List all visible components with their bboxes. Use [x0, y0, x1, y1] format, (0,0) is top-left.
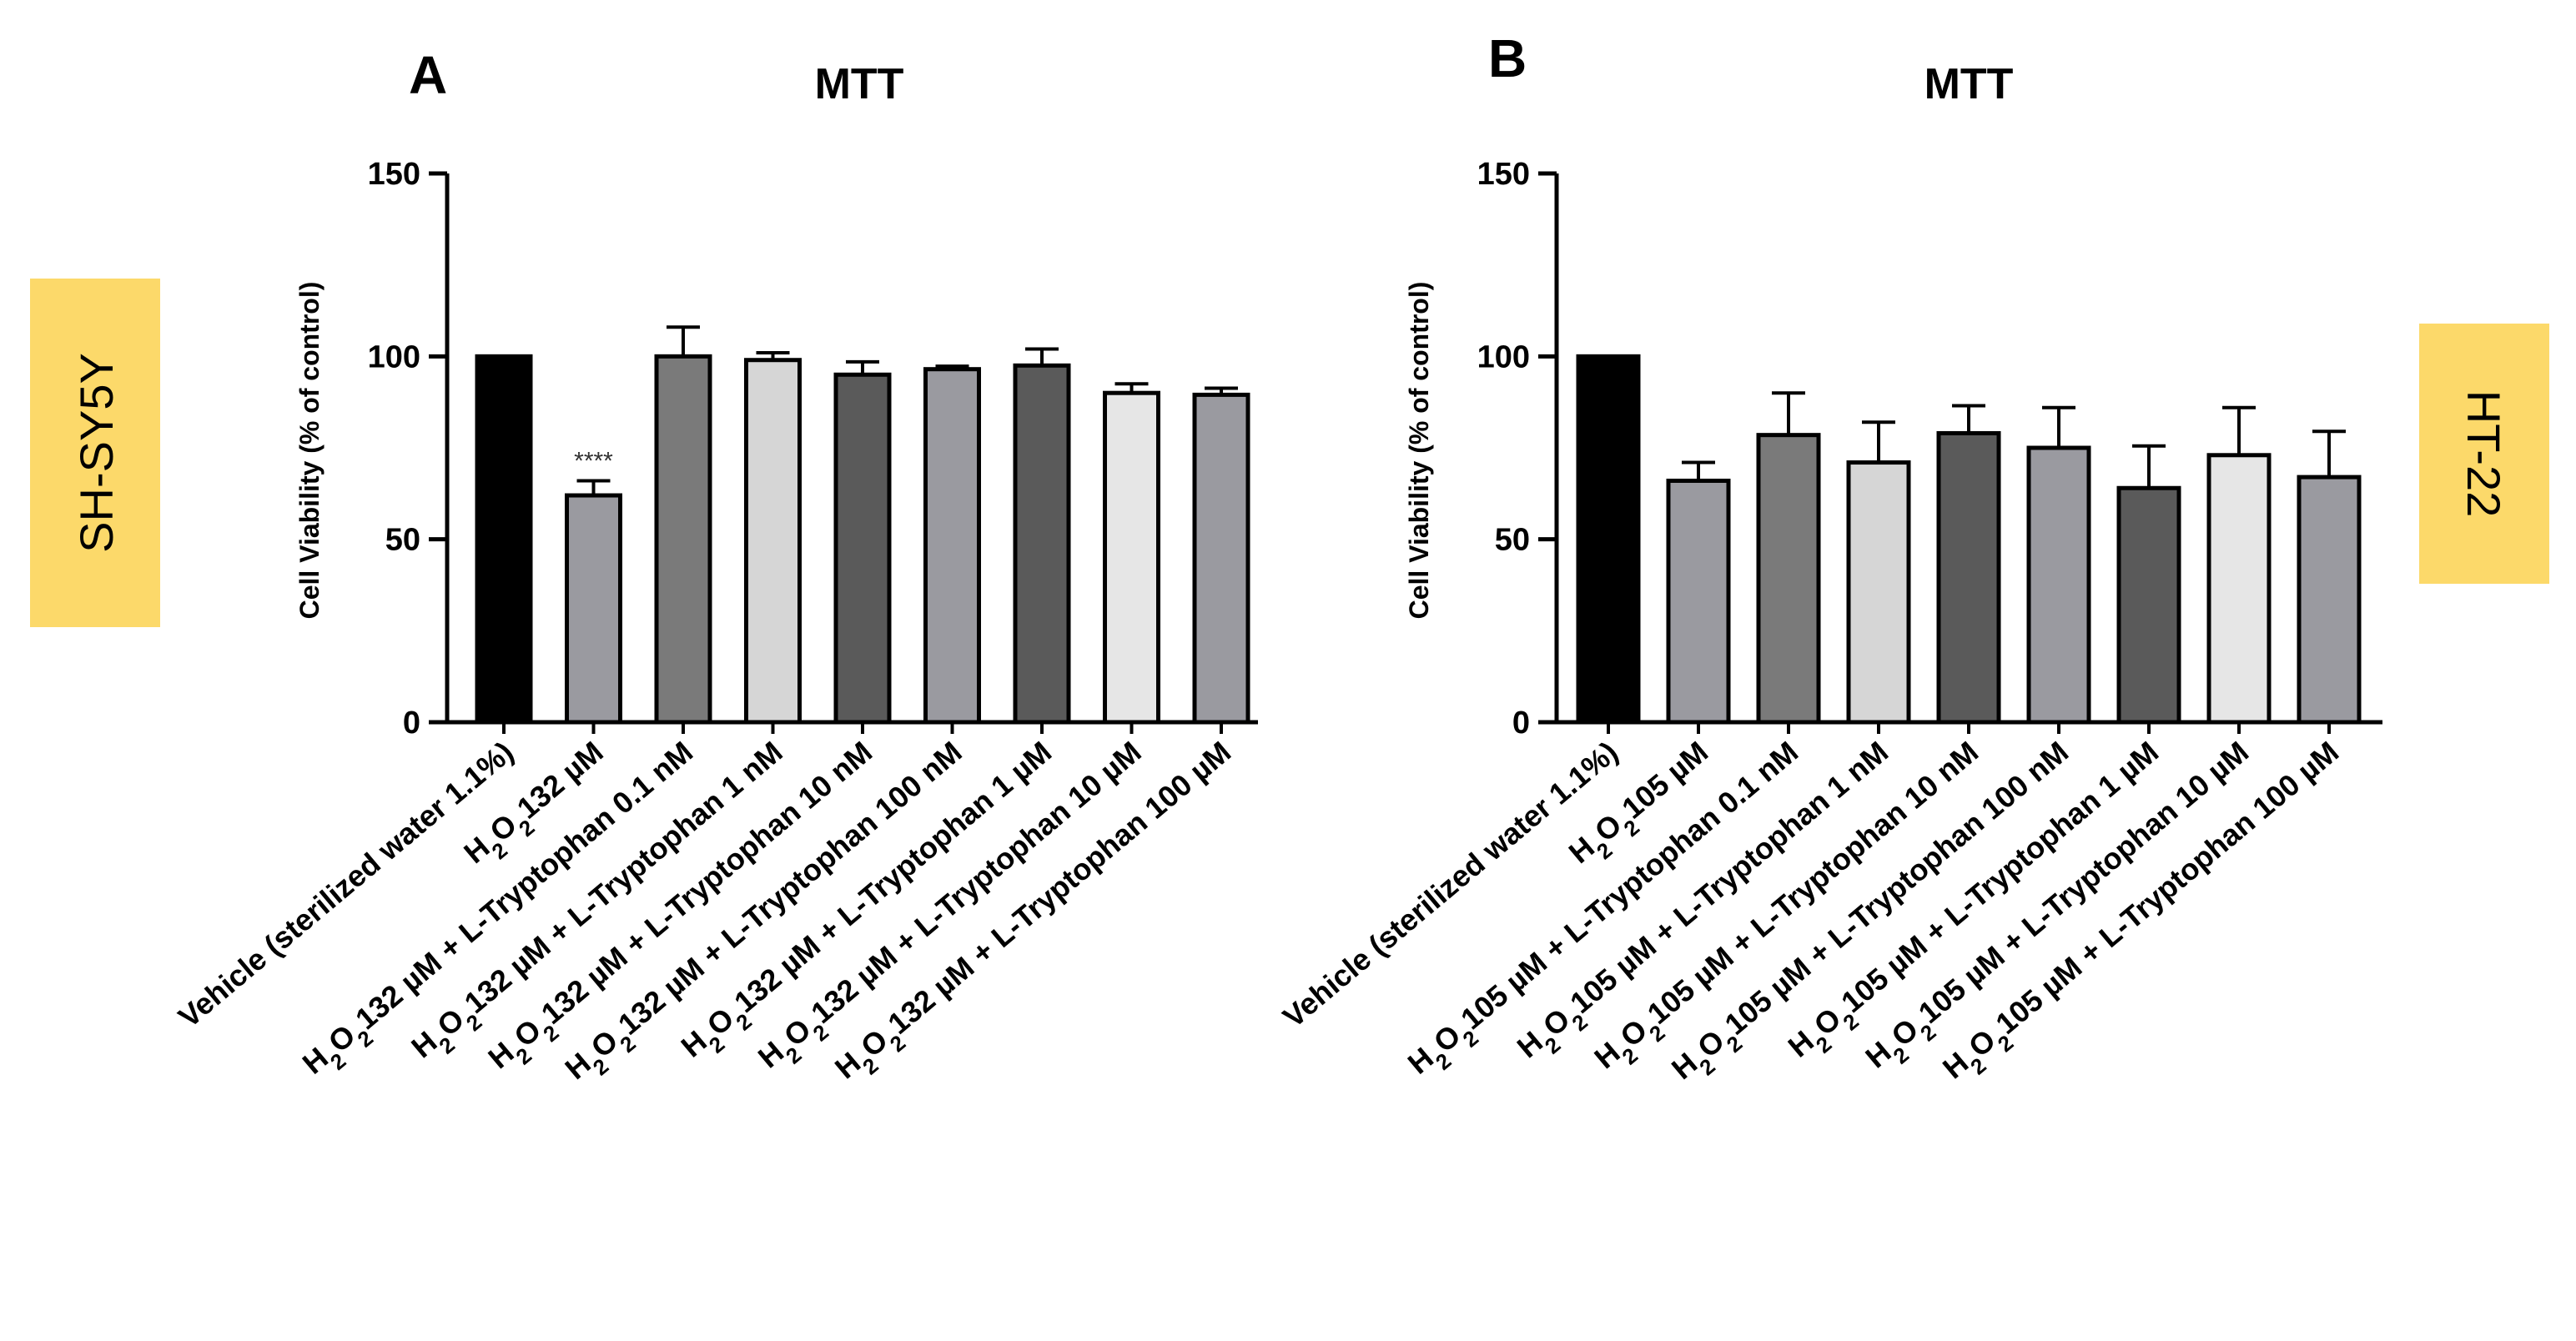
y-tick-label: 100: [1477, 339, 1530, 374]
y-tick-label: 50: [385, 523, 420, 558]
bar: [2116, 485, 2181, 725]
bar: [744, 358, 802, 725]
y-tick-label: 100: [368, 339, 420, 374]
side-label-right-text: HT-22: [2458, 390, 2510, 518]
significance-label: ****: [574, 447, 613, 475]
side-label-right: HT-22: [2419, 324, 2549, 584]
side-label-left-text: SH-SY5Y: [70, 353, 123, 553]
y-axis-label-a: Cell Viability (% of control): [294, 282, 325, 620]
bar: [1013, 363, 1071, 725]
bars-b: [1576, 354, 2362, 725]
y-axis-label-b: Cell Viability (% of control): [1404, 282, 1434, 620]
bar: [2297, 475, 2362, 725]
chart-title-a: MTT: [815, 60, 904, 108]
bar: [1666, 478, 1731, 725]
bar: [2026, 445, 2091, 725]
y-tick-label: 50: [1495, 523, 1530, 558]
y-ticks-b: 0 50 100 150: [1477, 157, 1557, 741]
chart-title-b: MTT: [1924, 60, 2014, 108]
bar: [1936, 430, 2001, 725]
bar: [923, 367, 981, 725]
bars-a: ****: [475, 325, 1250, 725]
bar: [1846, 460, 1911, 725]
y-tick-label: 0: [1512, 706, 1530, 741]
x-tick-labels-a: Vehicle (sterilized water 1.1%)H2O2132 µ…: [172, 722, 1237, 1086]
bar: [654, 354, 712, 725]
bar: [1103, 390, 1160, 725]
chart-panel-b: B MTT Cell Viability (% of control) 0 50 1…: [1276, 28, 2382, 1089]
y-tick-label: 150: [368, 157, 420, 192]
y-ticks-a: 0 50 100 150: [368, 157, 447, 741]
bar: [475, 354, 533, 725]
bar: [1192, 392, 1250, 725]
side-label-left: SH-SY5Y: [30, 279, 160, 627]
bar: [2206, 453, 2272, 725]
x-tick-label: H2O2105 µM + L-Tryptophan 0.1 nM: [1401, 735, 1812, 1089]
bar: [1576, 354, 1641, 725]
panel-letter-a: A: [409, 45, 447, 105]
x-tick-labels-b: Vehicle (sterilized water 1.1%)H2O2105 µ…: [1276, 722, 2345, 1089]
bar: [833, 372, 892, 725]
y-tick-label: 0: [403, 706, 420, 741]
y-tick-label: 150: [1477, 157, 1530, 192]
bar: [565, 493, 622, 725]
panel-letter-b: B: [1488, 28, 1527, 88]
chart-panel-a: A MTT Cell Viability (% of control) 0 50 1…: [172, 45, 1258, 1086]
bar: [1756, 433, 1821, 725]
